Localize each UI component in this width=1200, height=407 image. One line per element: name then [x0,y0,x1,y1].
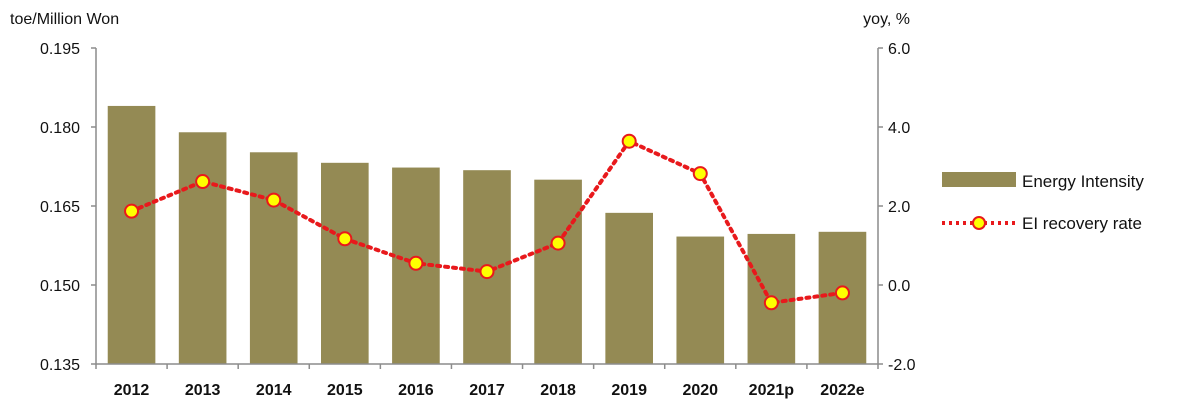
bar-2012 [107,105,156,364]
right-tick-label-2: 2.0 [888,199,910,216]
bar-2015 [321,162,369,364]
line-layer [124,133,850,311]
bar-2014 [249,152,298,364]
point-2018 [550,235,566,251]
right-axis-unit-label: yoy, % [863,11,910,28]
right-tick-label-3: 0.0 [888,278,910,295]
x-tick-label-2016: 2016 [398,382,434,399]
point-2012 [124,203,140,219]
right-tick-label-4: -2.0 [888,357,916,374]
x-tick-label-2022e: 2022e [820,382,865,399]
x-tick-label-2020: 2020 [682,382,718,399]
point-2022e [834,285,850,301]
bar-2018 [534,179,582,364]
left-tick-label-2: 0.165 [40,199,80,216]
bar-2020 [676,236,725,364]
left-tick-label-3: 0.150 [40,278,80,295]
point-2015 [337,231,353,247]
axes-layer: 0.195 0.180 0.165 0.150 0.135 6.0 4.0 2.0 0.0 -2.… [40,41,916,399]
x-tick-label-2019: 2019 [611,382,647,399]
bar-2019 [605,212,653,364]
right-tick-label-1: 4.0 [888,120,910,137]
point-2017 [479,264,495,280]
x-tick-label-2018: 2018 [540,382,576,399]
x-tick-label-2014: 2014 [256,382,292,399]
legend-line-label: EI recovery rate [1022,214,1142,233]
x-tick-label-2013: 2013 [185,382,221,399]
left-axis-unit-label: toe/Million Won [10,11,119,28]
bars-layer [107,105,867,364]
left-tick-label-0: 0.195 [40,41,80,58]
point-2014 [266,192,282,208]
legend-marker-swatch [972,216,986,230]
point-2019 [621,133,637,149]
x-tick-label-2012: 2012 [114,382,150,399]
legend: Energy Intensity EI recovery rate [942,172,1144,233]
left-tick-label-4: 0.135 [40,357,80,374]
x-tick-label-2015: 2015 [327,382,363,399]
point-2016 [408,255,424,271]
x-tick-label-2021p: 2021p [749,382,795,399]
point-2021p [763,295,779,311]
point-2020 [692,166,708,182]
point-2013 [195,174,211,190]
right-tick-label-0: 6.0 [888,41,910,58]
left-tick-label-1: 0.180 [40,120,80,137]
bar-2013 [178,132,227,364]
x-tick-label-2017: 2017 [469,382,505,399]
legend-bar-label: Energy Intensity [1022,172,1144,191]
legend-bar-swatch [942,172,1016,187]
